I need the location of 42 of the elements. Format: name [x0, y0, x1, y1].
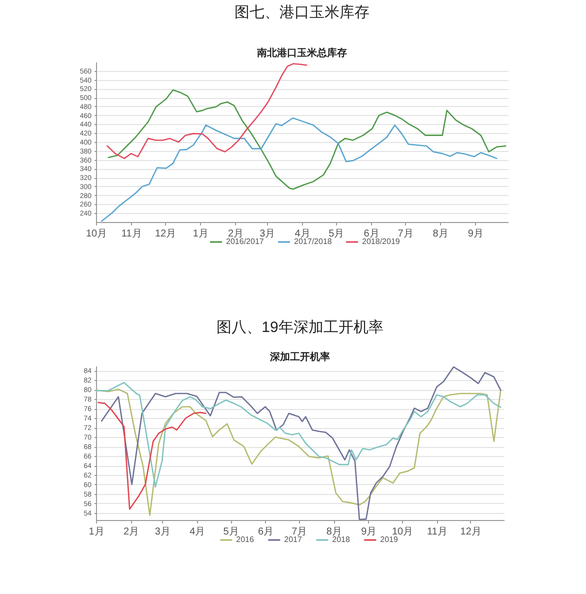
x-tick-label: 11月: [121, 228, 142, 240]
x-tick-label: 2月: [228, 228, 244, 240]
line-series: [100, 366, 502, 520]
x-tick-label: 12月: [460, 526, 482, 538]
x-tick-label: 7月: [398, 228, 414, 240]
legend-label: 2018/2019: [362, 237, 400, 246]
x-tick-label: 8月: [326, 526, 342, 538]
x-tick-label: 3月: [260, 228, 276, 240]
legend-label: 2018: [332, 535, 351, 544]
legend-label: 2016/2017: [226, 237, 264, 246]
x-tick-label: 10月: [86, 228, 108, 240]
chart-subtitle: 南北港口玉米总库存: [256, 47, 347, 59]
x-tick-label: 2月: [123, 526, 140, 538]
x-tick-label: 3月: [154, 526, 170, 538]
x-tick-label: 6月: [364, 228, 380, 240]
x-tick-label: 9月: [468, 228, 484, 240]
x-tick-label: 4月: [294, 228, 310, 240]
x-tick-label: 7月: [292, 526, 308, 538]
x-tick-label: 1月: [88, 526, 104, 538]
line-series: [98, 402, 206, 510]
x-tick-label: 8月: [432, 228, 448, 240]
chart-title: 图七、港口玉米库存: [234, 4, 370, 21]
chart-title: 图八、19年深加工开机率: [216, 319, 384, 336]
x-tick-label: 5月: [328, 228, 344, 240]
chart-subtitle: 深加工开机率: [269, 351, 330, 363]
legend-label: 2017: [284, 535, 303, 544]
line-series: [108, 89, 506, 190]
line-series: [101, 117, 498, 222]
x-tick-label: 5月: [223, 526, 239, 538]
x-tick-label: 1月: [192, 228, 208, 240]
line-series: [96, 382, 502, 488]
legend-label: 2017/2018: [294, 237, 332, 246]
x-tick-label: 4月: [190, 526, 206, 538]
line-series: [106, 63, 308, 160]
x-tick-label: 6月: [258, 526, 274, 538]
x-tick-label: 9月: [361, 526, 377, 538]
line-series: [96, 388, 502, 516]
x-tick-label: 11月: [427, 526, 448, 538]
x-tick-label: 10月: [392, 526, 414, 538]
legend-label: 2016: [236, 535, 255, 544]
legend-label: 2019: [380, 535, 399, 544]
x-tick-label: 12月: [154, 228, 176, 240]
